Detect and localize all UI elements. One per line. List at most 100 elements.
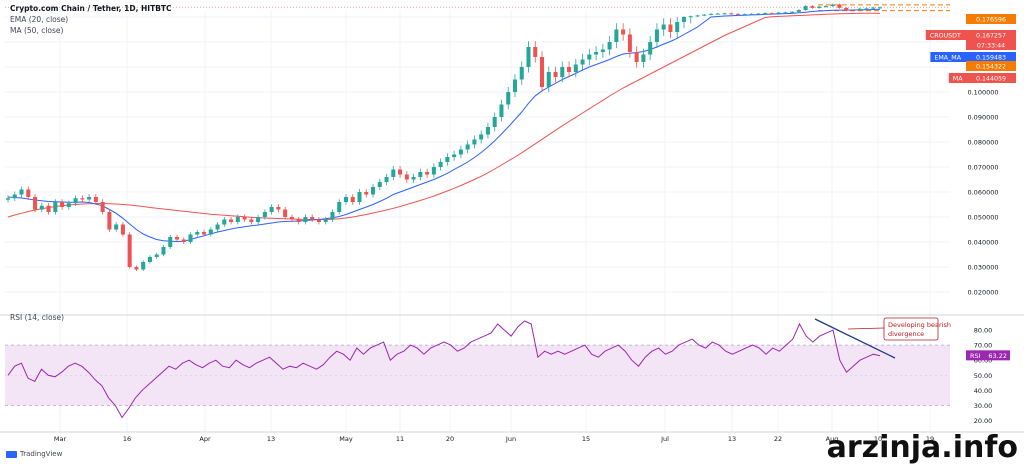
candle-body: [127, 234, 132, 267]
price-label-box: [966, 52, 1016, 62]
candle-body: [668, 24, 673, 32]
rsi-path: [7, 320, 881, 419]
candle: [154, 252, 159, 259]
ma-50-path: [7, 12, 881, 220]
rsi-tick-label: 30.00: [974, 402, 993, 410]
tradingview-label: TradingView: [20, 450, 63, 458]
candle-body: [871, 7, 876, 9]
candle: [560, 61, 565, 83]
candle: [289, 214, 294, 222]
candle: [533, 41, 538, 63]
candle: [600, 43, 605, 58]
time-tick-label: Jul: [660, 435, 669, 443]
candle-body: [337, 202, 342, 212]
candle-body: [33, 197, 38, 210]
candle: [33, 194, 38, 213]
price-label-tag: [948, 73, 966, 83]
candle: [384, 173, 389, 186]
candle: [114, 222, 119, 232]
dashed-level-lines: [5, 4, 950, 12]
candle-body: [262, 212, 267, 217]
candle: [337, 199, 342, 215]
candle-body: [499, 104, 504, 117]
rsi-tick-label: 60.00: [974, 357, 993, 365]
price-label-name: CROUSDT: [930, 33, 961, 40]
price-tick-label: 0.050000: [967, 214, 998, 222]
rsi-axis[interactable]: 80.00 70.00 60.00 50.00 40.00 30.00 20.00 RSI 63…: [966, 327, 1010, 425]
annotation-text-line1: Developing bearish: [888, 321, 951, 329]
candle-body: [269, 207, 274, 212]
time-axis[interactable]: Mar 16 Apr 13 May 11 20 Jun 15 Jul 13 22 Aug 10 19: [0, 431, 1024, 443]
candle: [810, 5, 815, 9]
candle-body: [526, 47, 531, 67]
candle: [661, 18, 666, 36]
time-tick-label: Mar: [54, 435, 67, 443]
candle-body: [330, 212, 335, 220]
candle: [512, 74, 517, 97]
candle: [296, 217, 301, 225]
candle: [688, 15, 693, 24]
candle-body: [621, 29, 626, 35]
candle-body: [256, 217, 261, 222]
candle-body: [567, 67, 572, 72]
candle: [479, 130, 484, 144]
candle: [519, 61, 524, 85]
candle: [823, 5, 828, 8]
candle: [229, 217, 234, 225]
candle: [19, 186, 24, 198]
candle: [60, 199, 65, 210]
candle-body: [316, 219, 321, 222]
candle-body: [215, 224, 220, 230]
candle-body: [594, 52, 599, 55]
candle-body: [661, 24, 666, 30]
candle: [763, 12, 768, 15]
time-tick-label: 22: [774, 435, 782, 443]
candle-body: [343, 197, 348, 202]
candle-body: [303, 217, 308, 222]
candle-body: [114, 224, 119, 230]
price-label-name: EMA_MA: [934, 55, 961, 62]
candle: [256, 214, 261, 225]
candle-body: [519, 67, 524, 80]
time-tick-label: Apr: [199, 435, 211, 443]
candle: [174, 234, 180, 242]
candle-body: [648, 42, 653, 55]
candle-body: [695, 15, 700, 17]
candle: [377, 178, 382, 191]
candle-body: [742, 14, 747, 16]
candle: [343, 194, 348, 205]
candle: [262, 209, 267, 220]
candle-body: [857, 8, 862, 11]
candle: [330, 209, 335, 222]
candle-body: [181, 239, 186, 242]
candle: [749, 13, 754, 15]
candle-body: [634, 52, 639, 62]
candle: [208, 227, 213, 237]
candle-body: [195, 232, 200, 235]
candle: [303, 214, 308, 225]
candle: [702, 13, 707, 17]
candle: [73, 195, 78, 207]
price-tick-label: 0.040000: [967, 239, 998, 247]
candle-body: [296, 219, 301, 222]
candle: [776, 11, 781, 15]
price-label-value: 0.159483: [976, 55, 1006, 62]
candle-body: [641, 54, 646, 62]
tradingview-logo[interactable]: TradingView: [6, 450, 62, 458]
candle-body: [276, 207, 281, 210]
candle: [695, 14, 700, 17]
rsi-value-badge: [966, 350, 1010, 361]
candle: [235, 214, 240, 225]
time-tick-label: 16: [123, 435, 131, 443]
time-tick-label: Jun: [505, 435, 516, 443]
candle-body: [465, 144, 470, 150]
candle-body: [46, 205, 51, 212]
candle: [147, 255, 152, 264]
candle-body: [371, 187, 376, 195]
chart-title: Crypto.com Chain / Tether, 1D, HITBTC: [10, 4, 172, 13]
candle-body: [472, 139, 477, 145]
candle-body: [120, 224, 125, 235]
rsi-legend: RSI (14, close): [10, 313, 65, 322]
